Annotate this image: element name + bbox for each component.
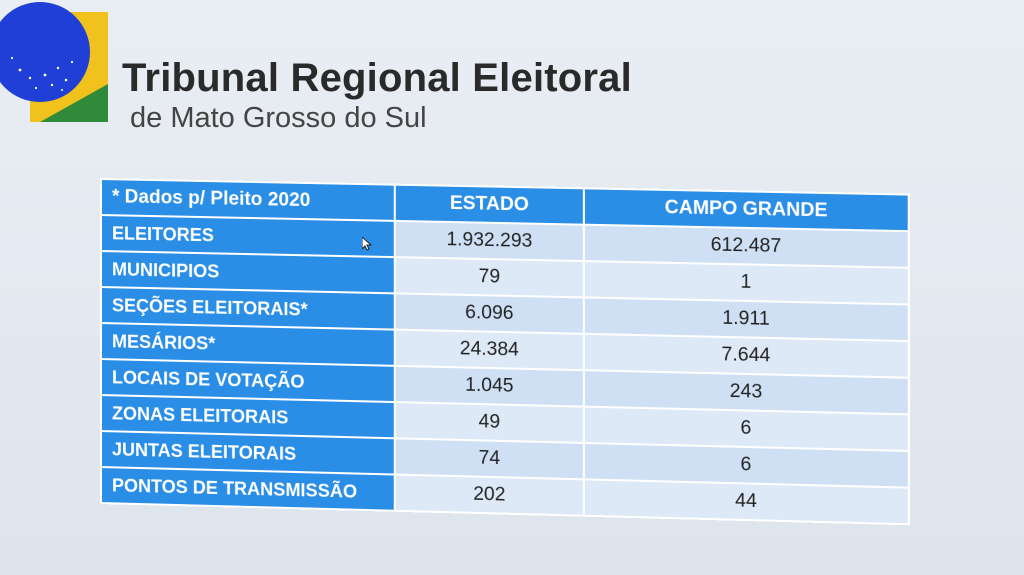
cell-estado: 79 xyxy=(395,257,585,297)
column-header-dados: * Dados p/ Pleito 2020 xyxy=(101,179,395,221)
cell-estado: 49 xyxy=(395,402,585,443)
row-label: ELEITORES xyxy=(101,215,395,257)
cell-estado: 6.096 xyxy=(395,293,585,333)
cell-estado: 202 xyxy=(395,475,585,516)
page-subtitle: de Mato Grosso do Sul xyxy=(130,102,427,135)
cell-campo-grande: 44 xyxy=(584,479,908,524)
row-label: PONTOS DE TRANSMISSÃO xyxy=(101,467,395,511)
column-header-estado: ESTADO xyxy=(395,185,585,225)
mouse-pointer-icon xyxy=(362,237,372,251)
cell-estado: 74 xyxy=(395,438,585,479)
election-data-table-wrapper: * Dados p/ Pleito 2020 ESTADO CAMPO GRAN… xyxy=(100,178,910,525)
page-title: Tribunal Regional Eleitoral xyxy=(122,56,632,101)
cell-estado: 24.384 xyxy=(395,330,585,371)
cell-estado: 1.932.293 xyxy=(395,221,585,261)
tre-logo-icon xyxy=(0,0,120,130)
cell-estado: 1.045 xyxy=(395,366,585,407)
election-data-table: * Dados p/ Pleito 2020 ESTADO CAMPO GRAN… xyxy=(100,178,910,525)
